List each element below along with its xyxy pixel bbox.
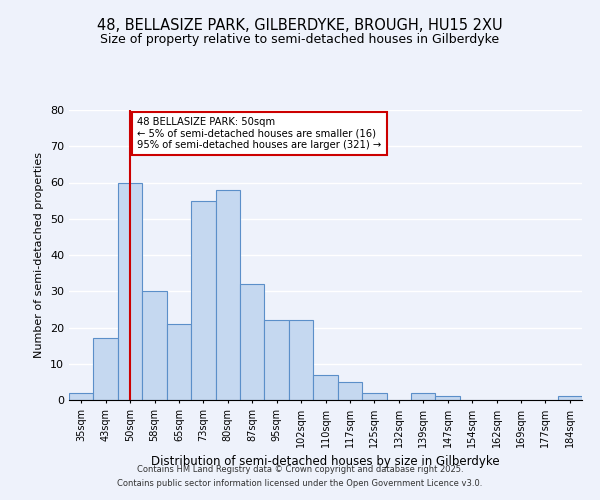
Text: 48, BELLASIZE PARK, GILBERDYKE, BROUGH, HU15 2XU: 48, BELLASIZE PARK, GILBERDYKE, BROUGH, …: [97, 18, 503, 32]
Bar: [557, 396, 582, 400]
X-axis label: Distribution of semi-detached houses by size in Gilberdyke: Distribution of semi-detached houses by …: [151, 456, 500, 468]
Y-axis label: Number of semi-detached properties: Number of semi-detached properties: [34, 152, 44, 358]
Bar: [265, 320, 289, 400]
Bar: [94, 338, 118, 400]
Bar: [142, 291, 167, 400]
Bar: [240, 284, 265, 400]
Bar: [118, 182, 142, 400]
Bar: [69, 393, 94, 400]
Bar: [338, 382, 362, 400]
Text: Size of property relative to semi-detached houses in Gilberdyke: Size of property relative to semi-detach…: [100, 32, 500, 46]
Bar: [313, 374, 338, 400]
Bar: [191, 200, 215, 400]
Text: Contains HM Land Registry data © Crown copyright and database right 2025.
Contai: Contains HM Land Registry data © Crown c…: [118, 466, 482, 487]
Bar: [167, 324, 191, 400]
Bar: [411, 393, 436, 400]
Bar: [436, 396, 460, 400]
Bar: [215, 190, 240, 400]
Bar: [289, 320, 313, 400]
Bar: [362, 393, 386, 400]
Text: 48 BELLASIZE PARK: 50sqm
← 5% of semi-detached houses are smaller (16)
95% of se: 48 BELLASIZE PARK: 50sqm ← 5% of semi-de…: [137, 117, 382, 150]
